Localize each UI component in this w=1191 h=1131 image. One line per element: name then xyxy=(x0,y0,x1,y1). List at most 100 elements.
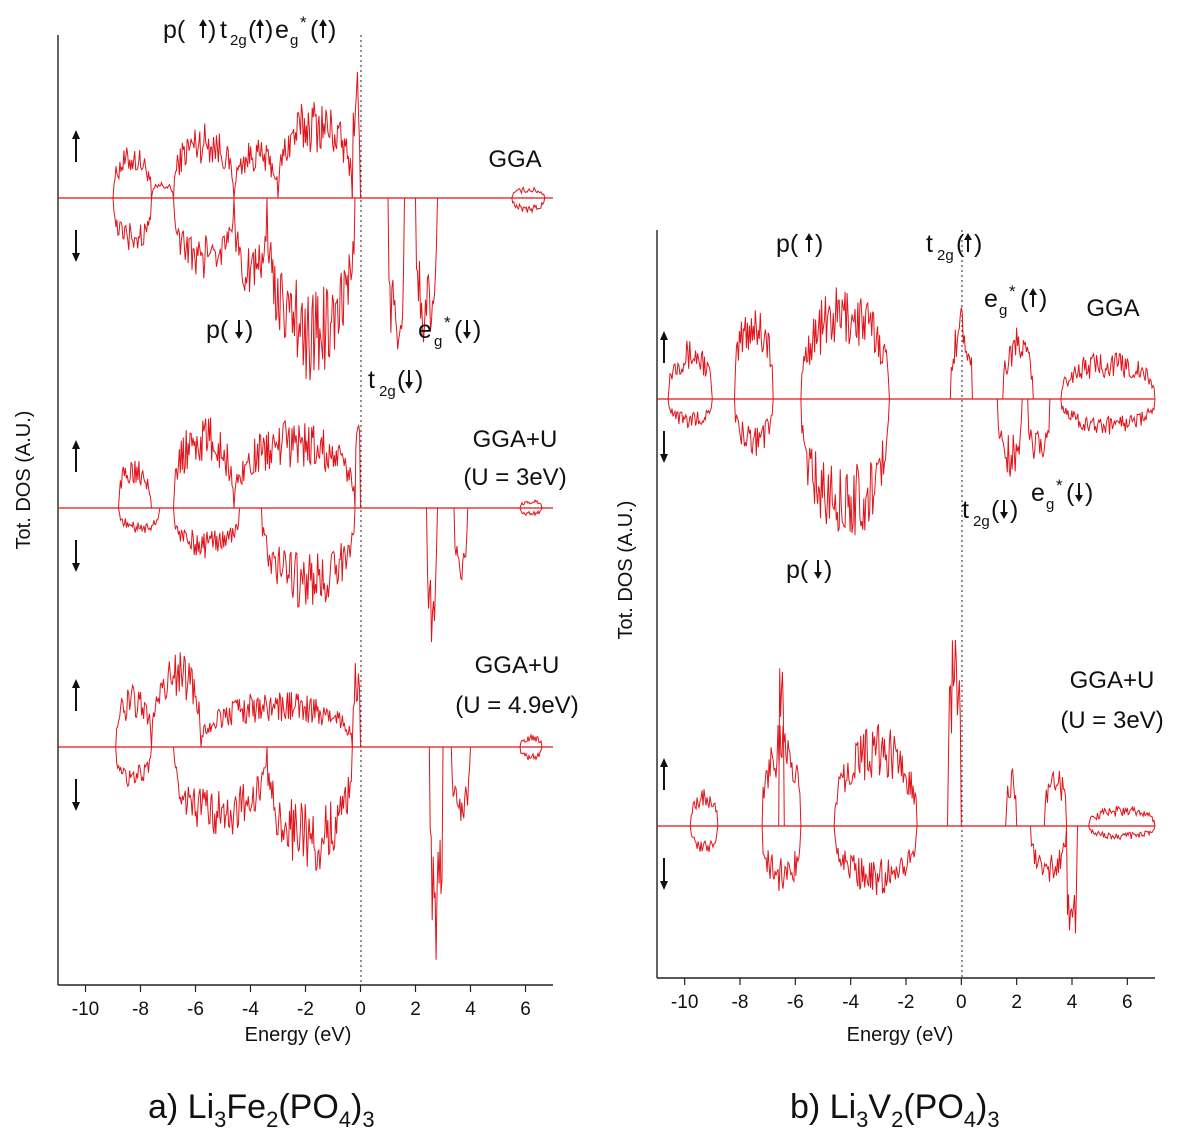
svg-text:): ) xyxy=(415,366,423,394)
dos-up-series xyxy=(949,307,973,400)
x-tick-label: 6 xyxy=(520,999,531,1020)
dos-down-series xyxy=(761,825,802,892)
dos-down-series xyxy=(428,746,444,960)
annot-b-eg-up: e g * ( ) xyxy=(984,282,1047,319)
svg-text:): ) xyxy=(824,556,832,584)
dos-down-series xyxy=(233,197,268,293)
up-arrow-icon xyxy=(660,331,668,363)
svg-text:): ) xyxy=(1039,285,1047,313)
dos-down-series xyxy=(1030,825,1067,882)
dos-up-series xyxy=(778,668,785,827)
annot-b-p-down: p( ) xyxy=(786,556,832,584)
annot-b-p-up: p( ) xyxy=(776,230,823,258)
dos-down-series xyxy=(118,507,161,534)
svg-text:): ) xyxy=(208,16,216,44)
dos-up-series xyxy=(233,139,279,199)
caption-a: a) Li3Fe2(PO4)3 xyxy=(148,1088,375,1131)
annot-b-eg-down: e g * ( ) xyxy=(1031,476,1093,513)
dos-up-series xyxy=(173,417,235,509)
x-tick-label: -6 xyxy=(787,992,804,1013)
up-arrow-icon xyxy=(805,233,813,252)
dos-down-series xyxy=(511,197,546,214)
x-tick-label: 0 xyxy=(956,992,967,1013)
x-tick-label: 4 xyxy=(1067,992,1078,1013)
up-arrow-icon xyxy=(72,679,80,711)
x-tick-label: -2 xyxy=(297,999,314,1020)
svg-text:t: t xyxy=(220,16,227,44)
chart-a-ylabel: Tot. DOS (A.U.) xyxy=(13,411,35,550)
x-tick-label: -8 xyxy=(732,992,749,1013)
dos-up-series xyxy=(351,663,361,748)
dos-down-series xyxy=(667,398,713,428)
panel-b1-label: GGA xyxy=(1086,295,1139,322)
caption-b: b) Li3V2(PO4)3 xyxy=(790,1088,1000,1131)
dos-up-series xyxy=(112,147,152,199)
svg-text:*: * xyxy=(1056,476,1063,495)
svg-text:(: ( xyxy=(248,16,257,44)
panel-a2-label-line2: (U = 3eV) xyxy=(463,464,566,491)
dos-up-series xyxy=(511,186,546,199)
dos-down-series xyxy=(1060,398,1156,435)
dos-down-series xyxy=(1088,825,1156,840)
svg-text:(: ( xyxy=(397,366,406,394)
down-arrow-icon xyxy=(72,540,80,572)
dos-down-series xyxy=(519,507,543,517)
dos-down-series xyxy=(115,746,152,788)
dos-up-series xyxy=(1043,770,1067,827)
dos-down-series xyxy=(833,825,918,896)
dos-down-series xyxy=(689,825,719,852)
x-tick-label: -6 xyxy=(187,999,204,1020)
x-tick-label: -8 xyxy=(132,999,149,1020)
svg-text:*: * xyxy=(444,313,451,332)
svg-text:2g: 2g xyxy=(973,513,990,530)
svg-text:t: t xyxy=(962,496,969,524)
dos-down-series xyxy=(800,398,890,536)
dos-up-series xyxy=(233,419,356,509)
svg-text:2g: 2g xyxy=(379,383,396,400)
svg-text:g: g xyxy=(434,333,442,350)
dos-down-series xyxy=(519,746,543,761)
chart-b-ylabel: Tot. DOS (A.U.) xyxy=(615,501,637,640)
annot-b-t2g-down: t 2g ( ) xyxy=(962,496,1018,530)
chart-a-xlabel: Energy (eV) xyxy=(245,1024,352,1046)
chart-b-xlabel: Energy (eV) xyxy=(847,1024,954,1046)
annot-a-eg-down: e g * ( ) xyxy=(418,313,481,350)
annot-a-p-up: p( ) xyxy=(163,16,216,44)
dos-up-series xyxy=(761,724,802,827)
dos-down-series xyxy=(996,398,1023,477)
dos-up-series xyxy=(351,71,361,199)
up-arrow-icon xyxy=(72,440,80,472)
x-tick-label: -10 xyxy=(671,992,698,1013)
svg-text:): ) xyxy=(245,316,253,344)
x-tick-label: 2 xyxy=(1011,992,1022,1013)
up-arrow-icon xyxy=(1029,288,1037,307)
dos-up-series xyxy=(277,102,353,199)
annot-a-eg-up: e g * ( ) xyxy=(275,13,336,49)
panel-a3-label-line2: (U = 4.9eV) xyxy=(455,692,578,719)
x-tick-label: 4 xyxy=(465,999,476,1020)
svg-text:g: g xyxy=(1046,496,1054,513)
dos-down-series xyxy=(173,197,235,279)
svg-text:(: ( xyxy=(1020,285,1029,313)
up-arrow-icon xyxy=(256,19,264,38)
dos-up-series xyxy=(800,287,890,400)
dos-up-series xyxy=(173,123,235,199)
svg-text:p(: p( xyxy=(786,556,809,584)
svg-text:p(: p( xyxy=(206,316,229,344)
svg-text:): ) xyxy=(473,316,481,344)
dos-down-series xyxy=(173,507,240,559)
svg-text:e: e xyxy=(984,285,998,313)
down-arrow-icon xyxy=(72,230,80,262)
dos-down-series xyxy=(261,507,356,608)
svg-text:(: ( xyxy=(991,496,1000,524)
dos-up-series xyxy=(667,340,713,400)
svg-text:(: ( xyxy=(956,230,965,258)
chart-a: -10 -8 -6 -4 -2 0 2 4 6 Energy (eV) Tot. DOS (A.… xyxy=(13,35,553,1046)
dos-up-series xyxy=(689,789,719,827)
panel-a2-label-line1: GGA+U xyxy=(473,426,558,453)
down-arrow-icon xyxy=(660,858,668,890)
svg-text:t: t xyxy=(368,366,375,394)
dos-up-series xyxy=(1088,805,1156,827)
svg-text:): ) xyxy=(974,230,982,258)
annot-b-t2g-up: t 2g ( ) xyxy=(926,230,982,264)
